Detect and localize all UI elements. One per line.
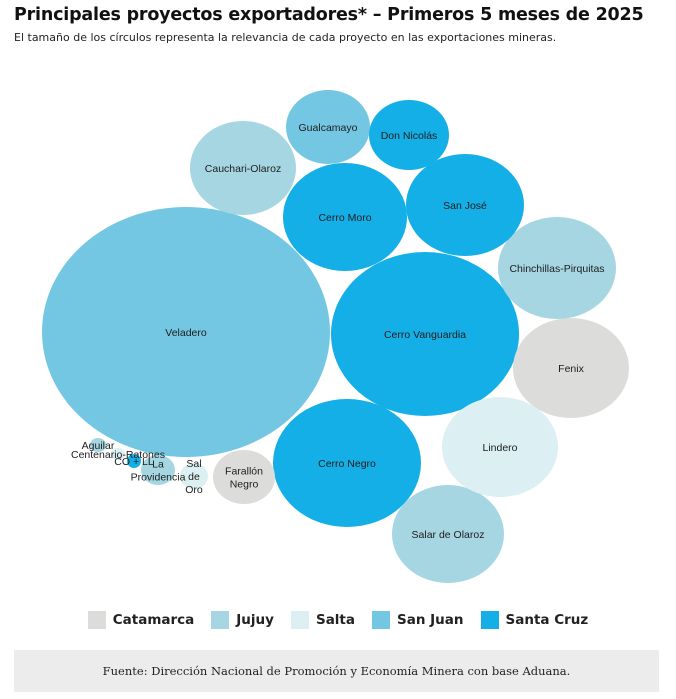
bubble-label-cauchari-olaroz: Cauchari-Olaroz: [205, 163, 281, 175]
bubble-co-ll: [127, 454, 141, 468]
bubble-label-fenix: Fenix: [558, 363, 584, 375]
bubble-label-gualcamayo: Gualcamayo: [299, 122, 358, 134]
bubble-label-cerro-moro: Cerro Moro: [318, 212, 371, 224]
bubble-label-chinchillas-pirquitas: Chinchillas-Pirquitas: [509, 263, 604, 275]
source-note: Fuente: Dirección Nacional de Promoción …: [14, 650, 659, 692]
legend-item-jujuy: Jujuy: [211, 611, 274, 629]
bubble-chart: Veladero Cerro Vanguardia Cerro Negro Salar…: [42, 90, 629, 583]
bubble-centenario-ratones: [111, 448, 125, 460]
bubble-label-co-ll: CO + LL: [114, 456, 154, 468]
chart-subtitle: El tamaño de los círculos representa la …: [14, 31, 557, 44]
bubble-chinchillas-pirquitas: [498, 217, 616, 319]
bubble-veladero: [42, 207, 330, 457]
bubble-label-veladero: Veladero: [165, 327, 207, 339]
bubble-labels: Veladero Cerro Vanguardia Cerro Negro Salar…: [71, 122, 605, 541]
bubble-label-san-jose: San José: [443, 200, 487, 212]
legend-label-jujuy: Jujuy: [236, 612, 274, 628]
bubble-lindero: [442, 397, 558, 497]
bubble-don-nicolas: [369, 100, 449, 170]
legend-swatch-catamarca: [87, 611, 106, 629]
bubble-aguilar: [90, 438, 106, 452]
bubble-cauchari-olaroz: [190, 121, 296, 215]
bubble-label-farallon-negro: Farallón Negro: [225, 466, 263, 491]
legend-item-salta: Salta: [290, 611, 355, 629]
legend-item-santa-cruz: Santa Cruz: [480, 611, 589, 629]
bubble-gualcamayo: [286, 90, 370, 164]
bubble-label-sal-de-oro: Sal de Oro: [185, 458, 203, 496]
bubble-cerro-moro: [283, 163, 407, 271]
legend-label-salta: Salta: [315, 612, 355, 628]
bubble-label-cerro-vanguardia: Cerro Vanguardia: [384, 329, 466, 341]
bubble-label-lindero: Lindero: [482, 442, 517, 454]
legend-item-san-juan: San Juan: [372, 611, 464, 629]
legend-swatch-santa-cruz: [480, 611, 499, 629]
legend-swatch-jujuy: [211, 611, 230, 629]
bubble-label-cerro-negro: Cerro Negro: [318, 458, 376, 470]
legend-label-san-juan: San Juan: [397, 612, 464, 628]
bubble-label-centenario-ratones: Centenario-Ratones: [71, 449, 165, 461]
bubble-farallon-negro: [213, 450, 275, 504]
bubble-label-la-providencia: La Providencia: [131, 459, 186, 484]
bubble-cerro-vanguardia: [331, 252, 519, 416]
bubble-san-jose: [406, 154, 524, 256]
bubble-cerro-negro: [273, 399, 421, 527]
legend-swatch-san-juan: [372, 611, 390, 629]
bubble-sal-de-oro: [180, 463, 208, 489]
legend-item-catamarca: Catamarca: [87, 611, 195, 629]
bubble-label-aguilar: Aguilar: [82, 440, 115, 452]
bubble-label-don-nicolas: Don Nicolás: [381, 130, 438, 142]
bubble-label-salar-de-olaroz: Salar de Olaroz: [412, 529, 485, 541]
bubble-la-providencia: [141, 455, 175, 485]
bubble-salar-de-olaroz: [392, 485, 504, 583]
bubble-fenix: [513, 318, 629, 418]
legend-swatch-salta: [290, 611, 309, 629]
legend-label-catamarca: Catamarca: [112, 612, 195, 628]
legend: Catamarca Jujuy Salta San Juan Santa Cru…: [0, 611, 676, 629]
legend-label-santa-cruz: Santa Cruz: [505, 612, 589, 628]
chart-title: Principales proyectos exportadores* – Pr…: [14, 5, 644, 25]
